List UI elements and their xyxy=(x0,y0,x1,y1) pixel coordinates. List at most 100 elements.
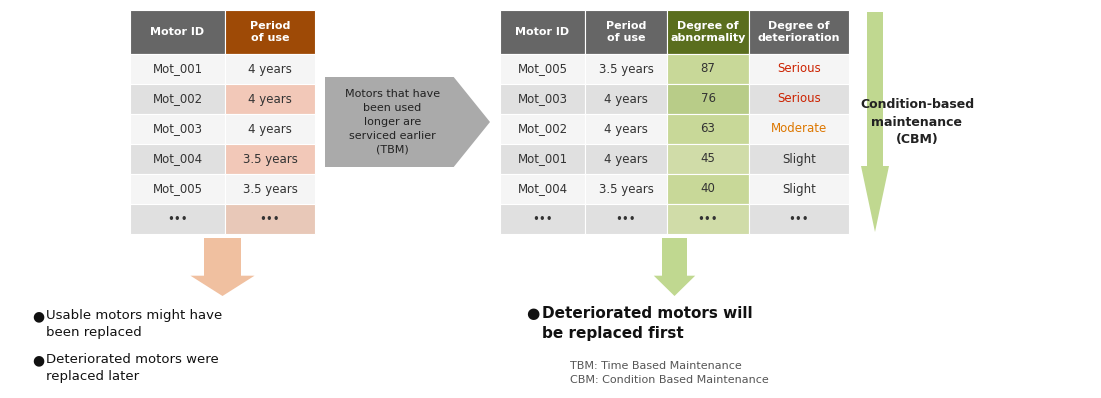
Text: 3.5 years: 3.5 years xyxy=(599,183,653,195)
Bar xyxy=(749,204,849,234)
Bar xyxy=(585,10,667,54)
Polygon shape xyxy=(654,276,695,296)
Text: Mot_005: Mot_005 xyxy=(153,183,203,195)
Text: ●: ● xyxy=(32,309,44,323)
Bar xyxy=(749,54,849,84)
Polygon shape xyxy=(861,166,889,232)
Bar xyxy=(225,174,315,204)
Bar xyxy=(225,114,315,144)
Text: 4 years: 4 years xyxy=(604,123,647,135)
Text: ●: ● xyxy=(526,306,539,321)
Bar xyxy=(667,174,749,204)
Text: Serious: Serious xyxy=(777,92,821,105)
Text: Moderate: Moderate xyxy=(771,123,827,135)
Text: Mot_002: Mot_002 xyxy=(517,123,567,135)
Bar xyxy=(585,54,667,84)
Bar xyxy=(585,114,667,144)
Bar xyxy=(130,10,225,54)
Text: ●: ● xyxy=(32,353,44,367)
Bar xyxy=(749,114,849,144)
Bar xyxy=(667,204,749,234)
Text: 4 years: 4 years xyxy=(248,123,292,135)
Text: 3.5 years: 3.5 years xyxy=(599,62,653,76)
Text: Mot_001: Mot_001 xyxy=(517,152,567,166)
Bar xyxy=(749,174,849,204)
Text: •••: ••• xyxy=(167,213,188,226)
Bar xyxy=(500,144,585,174)
Text: Deteriorated motors will
be replaced first: Deteriorated motors will be replaced fir… xyxy=(542,306,753,341)
Bar xyxy=(500,84,585,114)
Bar xyxy=(667,54,749,84)
Bar xyxy=(500,174,585,204)
Text: Mot_002: Mot_002 xyxy=(152,92,203,105)
Text: Condition-based
maintenance
(CBM): Condition-based maintenance (CBM) xyxy=(860,98,974,146)
Bar xyxy=(500,54,585,84)
Bar xyxy=(225,54,315,84)
Text: Mot_001: Mot_001 xyxy=(152,62,203,76)
Polygon shape xyxy=(190,276,254,296)
Bar xyxy=(225,10,315,54)
Text: Deteriorated motors were
replaced later: Deteriorated motors were replaced later xyxy=(46,353,219,383)
Bar xyxy=(585,84,667,114)
Text: 4 years: 4 years xyxy=(248,92,292,105)
Text: •••: ••• xyxy=(615,213,636,226)
Text: Slight: Slight xyxy=(782,183,816,195)
Text: Degree of
deterioration: Degree of deterioration xyxy=(757,21,840,43)
Text: Period
of use: Period of use xyxy=(606,21,646,43)
Text: 3.5 years: 3.5 years xyxy=(242,152,297,166)
Text: •••: ••• xyxy=(260,213,281,226)
Bar xyxy=(585,144,667,174)
Text: Motor ID: Motor ID xyxy=(515,27,569,37)
Bar xyxy=(585,174,667,204)
Bar xyxy=(130,174,225,204)
Text: Usable motors might have
been replaced: Usable motors might have been replaced xyxy=(46,309,222,339)
Bar xyxy=(225,84,315,114)
Text: Period
of use: Period of use xyxy=(250,21,291,43)
Bar xyxy=(749,144,849,174)
Text: Motors that have
been used
longer are
serviced earlier
(TBM): Motors that have been used longer are se… xyxy=(345,89,440,155)
Bar xyxy=(663,238,687,276)
Text: 63: 63 xyxy=(700,123,716,135)
Bar xyxy=(130,144,225,174)
Text: 87: 87 xyxy=(700,62,716,76)
Bar xyxy=(225,204,315,234)
Bar xyxy=(667,144,749,174)
Bar xyxy=(130,84,225,114)
Bar xyxy=(130,204,225,234)
Bar xyxy=(130,114,225,144)
Bar xyxy=(667,84,749,114)
Text: Degree of
abnormality: Degree of abnormality xyxy=(671,21,745,43)
Text: 40: 40 xyxy=(700,183,716,195)
Bar xyxy=(868,12,883,166)
Text: 3.5 years: 3.5 years xyxy=(242,183,297,195)
Bar xyxy=(749,10,849,54)
Text: 4 years: 4 years xyxy=(604,152,647,166)
Text: Slight: Slight xyxy=(782,152,816,166)
Text: Mot_003: Mot_003 xyxy=(153,123,203,135)
Bar xyxy=(749,84,849,114)
Bar xyxy=(667,10,749,54)
Text: 4 years: 4 years xyxy=(248,62,292,76)
Text: •••: ••• xyxy=(698,213,718,226)
Text: Mot_003: Mot_003 xyxy=(517,92,567,105)
Text: Mot_004: Mot_004 xyxy=(152,152,203,166)
Text: Mot_004: Mot_004 xyxy=(517,183,567,195)
Text: Mot_005: Mot_005 xyxy=(517,62,567,76)
Text: Motor ID: Motor ID xyxy=(151,27,205,37)
Text: •••: ••• xyxy=(532,213,553,226)
Bar xyxy=(667,114,749,144)
Bar xyxy=(204,238,241,276)
Polygon shape xyxy=(325,77,490,167)
Text: •••: ••• xyxy=(788,213,809,226)
Bar xyxy=(500,10,585,54)
Text: 4 years: 4 years xyxy=(604,92,647,105)
Bar xyxy=(500,114,585,144)
Bar xyxy=(500,204,585,234)
Text: Serious: Serious xyxy=(777,62,821,76)
Bar xyxy=(225,144,315,174)
Bar xyxy=(585,204,667,234)
Text: 76: 76 xyxy=(700,92,716,105)
Text: TBM: Time Based Maintenance
CBM: Condition Based Maintenance: TBM: Time Based Maintenance CBM: Conditi… xyxy=(570,361,768,385)
Text: 45: 45 xyxy=(700,152,716,166)
Bar xyxy=(130,54,225,84)
